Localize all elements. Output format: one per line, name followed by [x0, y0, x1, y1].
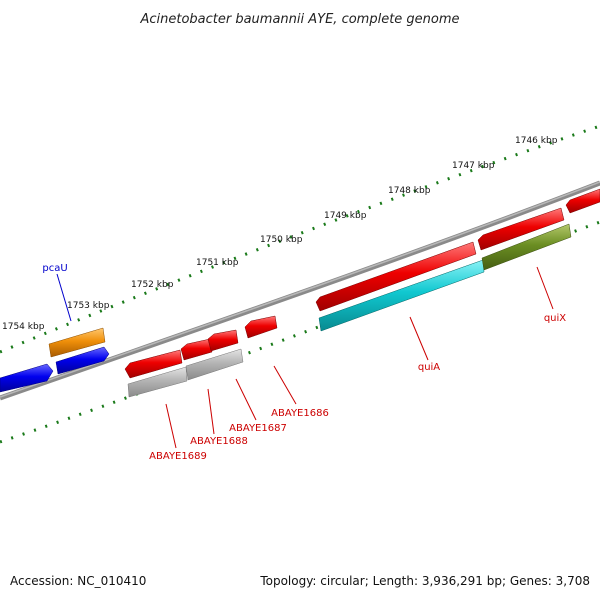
- length-label: Length:: [372, 574, 419, 588]
- label-leaders: [56, 266, 554, 449]
- genome-backbone: [0, 180, 600, 401]
- map-title: Acinetobacter baumannii AYE, complete ge…: [139, 12, 459, 27]
- leader-ABAYE1686: [273, 365, 297, 405]
- gene-arrow-ABAYE1687[interactable]: [207, 329, 239, 352]
- topology-label: Topology:: [260, 574, 317, 588]
- gene-label-pcaU: pcaU: [42, 263, 67, 274]
- gene-arrow-pcaU[interactable]: [55, 346, 110, 375]
- leader-ABAYE1687: [235, 378, 257, 421]
- gene-label-ABAYE1687: ABAYE1687: [229, 423, 287, 434]
- gene-arrow-quiA[interactable]: [315, 241, 477, 312]
- tick-label-1747: 1747 kbp: [452, 161, 495, 171]
- leader-ABAYE1688: [207, 388, 215, 435]
- leader-pcaU: [56, 273, 72, 322]
- feature-cyan-block[interactable]: [318, 259, 485, 332]
- tick-label-1754: 1754 kbp: [2, 322, 45, 332]
- feature-gray-block-1[interactable]: [127, 366, 188, 398]
- length-value: 3,936,291 bp: [421, 574, 502, 588]
- genes-value: 3,708: [555, 574, 590, 588]
- gene-label-quiX: quiX: [544, 313, 566, 324]
- leader-quiA: [409, 316, 429, 361]
- genes-label: Genes:: [509, 574, 552, 588]
- gene-arrow-ABAYE1688[interactable]: [180, 338, 213, 361]
- tick-label-1746: 1746 kbp: [515, 136, 558, 146]
- tick-label-1752: 1752 kbp: [131, 280, 174, 290]
- feature-orange-block[interactable]: [48, 327, 106, 358]
- gene-arrow-ABAYE1686[interactable]: [244, 315, 278, 339]
- feature-olive-block[interactable]: [481, 223, 572, 271]
- tick-label-1749: 1749 kbp: [324, 211, 367, 221]
- tick-labels: 1754 kbp 1753 kbp 1752 kbp 1751 kbp 1750…: [2, 136, 558, 332]
- topology-value: circular: [320, 574, 365, 588]
- tick-label-1750: 1750 kbp: [260, 235, 303, 245]
- gene-arrow-quiX[interactable]: [477, 207, 565, 251]
- gene-arrow-pcaU-left[interactable]: [0, 363, 54, 393]
- gene-label-ABAYE1686: ABAYE1686: [271, 408, 329, 419]
- tick-label-1753: 1753 kbp: [67, 301, 110, 311]
- gene-arrow-ABAYE1689[interactable]: [124, 349, 183, 379]
- tick-label-1751: 1751 kbp: [196, 258, 239, 268]
- feature-gray-block-2[interactable]: [185, 348, 244, 381]
- gene-label-ABAYE1689: ABAYE1689: [149, 451, 207, 462]
- gene-arrow-right-edge[interactable]: [565, 188, 600, 214]
- leader-ABAYE1689: [165, 403, 177, 449]
- leader-quiX: [536, 266, 554, 310]
- gene-label-ABAYE1688: ABAYE1688: [190, 436, 248, 447]
- outer-tick-track: [0, 124, 600, 354]
- accession-label: Accession:: [10, 574, 74, 588]
- gene-labels: pcaU ABAYE1689 ABAYE1688 ABAYE1687 ABAYE…: [42, 263, 566, 462]
- tick-label-1748: 1748 kbp: [388, 186, 431, 196]
- footer-accession: Accession: NC_010410: [10, 574, 146, 588]
- gene-label-quiA: quiA: [418, 362, 440, 373]
- footer-summary: Topology: circular; Length: 3,936,291 bp…: [260, 574, 590, 588]
- genome-backbone-highlight: [0, 181, 600, 398]
- accession-value: NC_010410: [77, 574, 147, 588]
